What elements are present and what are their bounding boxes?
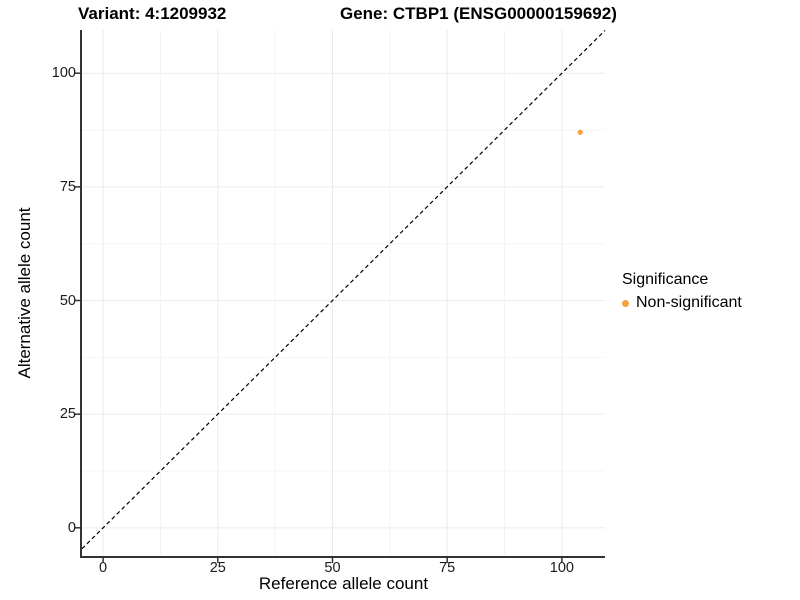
x-tick-label: 100 [549,560,574,576]
gene-title: Gene: CTBP1 (ENSG00000159692) [340,4,617,23]
x-tick-label: 25 [209,560,226,576]
identity-dashed-line [81,30,606,550]
legend-point-icon [622,299,629,307]
x-tick-label: 50 [324,560,341,576]
x-tick-label: 0 [99,560,108,576]
x-tick-label: 75 [439,560,456,576]
y-tick-label: 50 [59,292,76,309]
x-axis-title: Reference allele count [258,574,429,593]
y-tick-label: 25 [59,406,76,423]
legend-title: Significance [622,271,709,288]
y-tick-label: 75 [59,178,76,195]
variant-title: Variant: 4:1209932 [78,4,227,23]
legend-item-non-significant: Non-significant [622,294,742,312]
y-tick-label: 100 [51,65,76,82]
legend-item-label: Non-significant [636,294,742,311]
data-point [577,129,583,135]
y-tick-label: 0 [67,519,76,536]
y-axis-title: Alternative allele count [15,207,34,379]
legend: Significance Non-significant [622,271,742,312]
